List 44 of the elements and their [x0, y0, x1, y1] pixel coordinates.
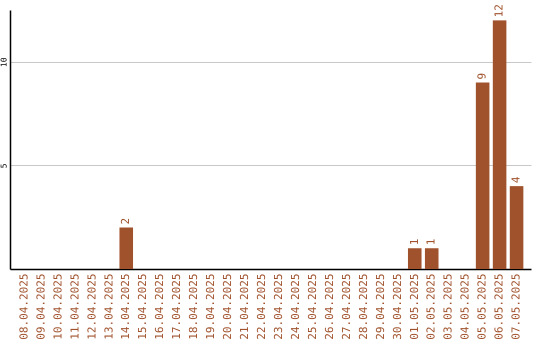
data-label: 1: [424, 238, 438, 246]
y-tick-label: 5: [0, 163, 8, 168]
y-tick-label: 10: [0, 57, 8, 68]
x-tick-label: 20.04.2025: [221, 274, 234, 340]
x-tick-label: 24.04.2025: [288, 274, 302, 340]
x-tick-label: 13.04.2025: [102, 274, 116, 340]
x-tick-label: 22.04.2025: [255, 274, 268, 340]
x-tick-label: 18.04.2025: [187, 274, 200, 340]
bar: [424, 248, 439, 269]
x-tick-label: 29.04.2025: [374, 274, 387, 340]
data-label: 12: [492, 4, 506, 18]
x-tick-label: 01.05.2025: [408, 274, 421, 340]
data-label: 2: [119, 218, 132, 225]
data-label: 9: [476, 72, 489, 80]
x-tick-label: 12.04.2025: [85, 274, 98, 340]
data-label: 1: [408, 238, 421, 246]
x-tick-label: 02.05.2025: [424, 274, 438, 340]
x-tick-label: 08.04.2025: [17, 274, 30, 340]
bar: [119, 228, 134, 269]
x-tick-label: 17.04.2025: [170, 274, 184, 340]
x-tick-label: 16.04.2025: [153, 274, 166, 340]
x-tick-label: 11.04.2025: [68, 274, 82, 340]
x-tick-label: 05.05.2025: [476, 274, 489, 340]
x-tick-label: 26.04.2025: [322, 274, 336, 340]
data-label: 4: [510, 176, 523, 184]
x-tick-label: 14.04.2025: [119, 274, 132, 340]
x-tick-label: 07.05.2025: [510, 274, 523, 340]
bar: [510, 186, 524, 269]
x-tick-label: 03.05.2025: [442, 274, 455, 340]
x-tick-label: 06.05.2025: [492, 274, 506, 340]
bar: [492, 20, 506, 269]
x-tick-label: 23.04.2025: [272, 274, 285, 340]
x-tick-label: 25.04.2025: [306, 274, 319, 340]
x-tick-label: 15.04.2025: [136, 274, 150, 340]
x-tick-label: 21.04.2025: [238, 274, 252, 340]
x-tick-label: 28.04.2025: [356, 274, 370, 340]
x-tick-label: 30.04.2025: [390, 274, 404, 340]
x-tick-label: 09.04.2025: [34, 274, 48, 340]
x-tick-label: 04.05.2025: [458, 274, 472, 340]
x-tick-label: 19.04.2025: [204, 274, 218, 340]
bar: [408, 248, 422, 269]
bar: [476, 82, 490, 269]
x-tick-label: 27.04.2025: [340, 274, 353, 340]
x-tick-label: 10.04.2025: [51, 274, 64, 340]
